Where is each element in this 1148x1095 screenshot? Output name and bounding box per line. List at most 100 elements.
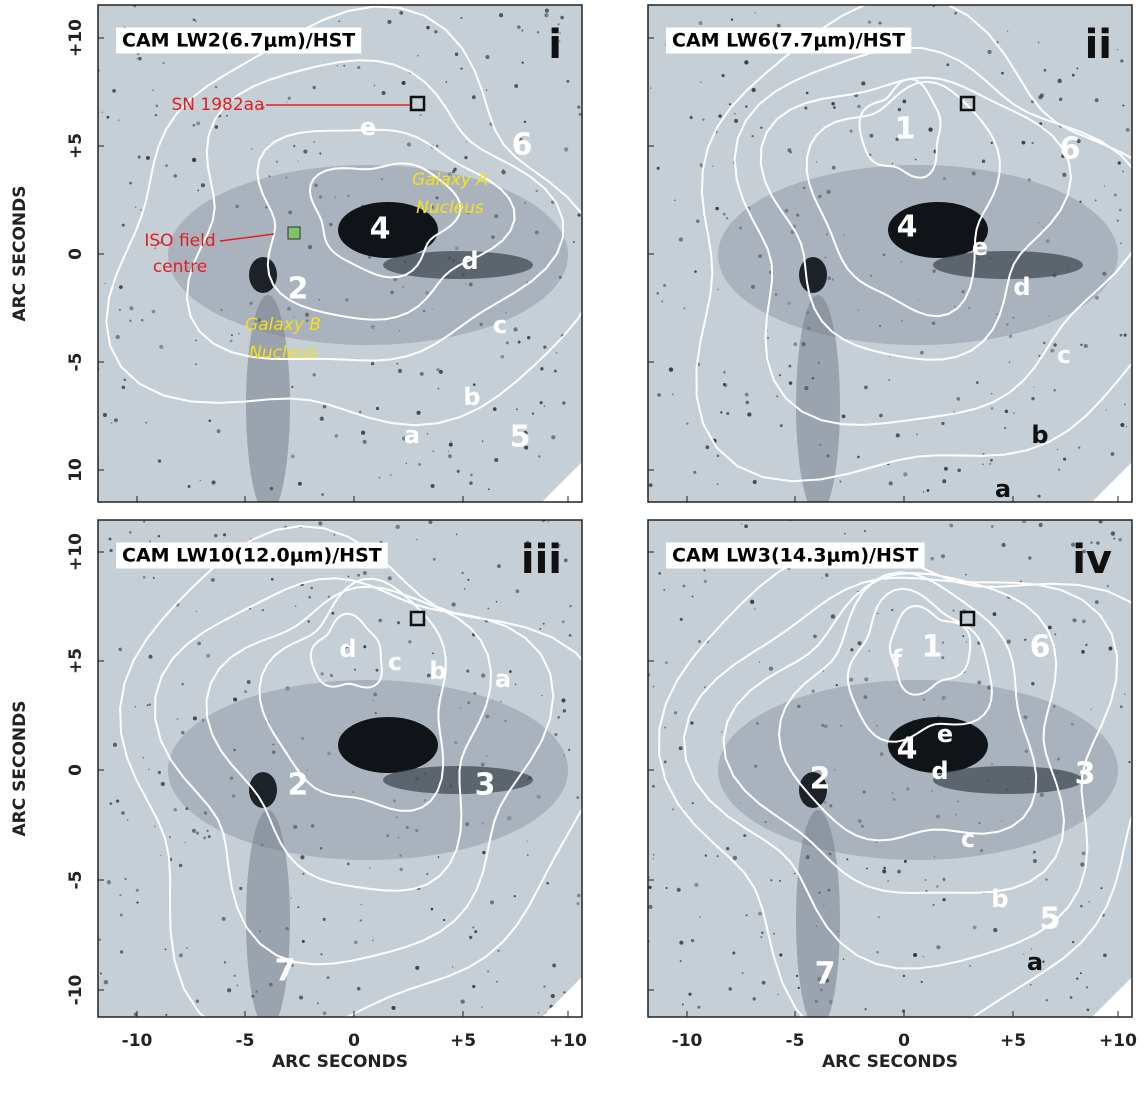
- star: [1028, 556, 1031, 559]
- star: [460, 17, 462, 19]
- star: [185, 842, 186, 843]
- star: [114, 418, 118, 422]
- star: [946, 63, 949, 66]
- star: [527, 840, 528, 841]
- region-label: b: [463, 383, 480, 411]
- star: [321, 672, 324, 675]
- region-label: 2: [810, 762, 831, 797]
- star: [524, 121, 526, 123]
- star: [993, 612, 997, 616]
- star: [192, 158, 196, 162]
- star: [165, 164, 168, 167]
- region-label: f: [892, 645, 903, 673]
- star: [493, 407, 497, 411]
- star: [522, 62, 524, 64]
- star: [162, 62, 164, 64]
- star: [752, 88, 756, 92]
- star: [399, 868, 402, 871]
- star: [666, 887, 668, 889]
- star: [1030, 984, 1032, 986]
- star: [839, 480, 841, 482]
- star: [1088, 901, 1090, 903]
- star: [557, 716, 560, 719]
- star: [868, 20, 871, 23]
- star: [864, 386, 868, 390]
- star: [165, 1014, 167, 1016]
- star: [149, 541, 151, 543]
- star: [683, 307, 685, 309]
- star: [1126, 128, 1130, 132]
- star: [179, 953, 183, 957]
- star: [143, 576, 146, 579]
- star: [1103, 953, 1107, 957]
- star: [913, 953, 917, 957]
- star: [1107, 585, 1109, 587]
- region-label: c: [493, 311, 507, 339]
- star: [464, 588, 465, 589]
- star: [1033, 851, 1036, 854]
- star: [679, 941, 683, 945]
- star: [119, 309, 121, 311]
- star: [291, 386, 293, 388]
- star: [357, 574, 360, 577]
- star: [317, 1002, 319, 1004]
- star: [663, 589, 665, 591]
- star: [658, 572, 661, 575]
- star: [129, 306, 133, 310]
- star: [789, 365, 792, 368]
- star: [103, 413, 107, 417]
- star: [882, 869, 886, 873]
- star: [732, 952, 735, 955]
- star: [300, 855, 304, 859]
- star: [956, 397, 960, 401]
- star: [1117, 219, 1119, 221]
- star: [137, 54, 138, 55]
- star: [850, 130, 853, 133]
- star: [758, 912, 762, 916]
- star: [490, 900, 494, 904]
- star: [295, 605, 297, 607]
- star: [798, 987, 800, 989]
- star: [674, 200, 675, 201]
- star: [538, 455, 540, 457]
- star: [755, 12, 756, 13]
- arm: [933, 766, 1083, 794]
- star: [535, 190, 537, 192]
- star: [723, 213, 726, 216]
- star: [943, 878, 946, 881]
- star: [789, 381, 793, 385]
- star: [1063, 458, 1066, 461]
- star: [160, 855, 161, 856]
- star: [541, 695, 543, 697]
- star: [927, 489, 930, 492]
- star: [99, 939, 101, 941]
- star: [129, 182, 132, 185]
- star: [192, 829, 196, 833]
- region-label: c: [388, 648, 402, 676]
- star: [1106, 409, 1107, 410]
- star: [426, 873, 428, 875]
- star: [896, 433, 900, 437]
- star: [779, 880, 781, 882]
- star: [957, 468, 961, 472]
- star: [143, 757, 145, 759]
- star: [850, 648, 853, 651]
- star: [135, 706, 137, 708]
- star: [697, 1006, 700, 1009]
- page: CAM LW2(6.7μm)/HSTie46d2cba5Galaxy ANucl…: [0, 0, 1148, 1095]
- x-tick-label: +5: [450, 1031, 476, 1051]
- region-label: d: [1013, 273, 1030, 301]
- star: [551, 435, 555, 439]
- star: [154, 826, 156, 828]
- star: [1078, 447, 1080, 449]
- tail: [796, 810, 840, 1030]
- region-label: d: [339, 635, 356, 663]
- star: [390, 474, 392, 476]
- region-label: d: [931, 757, 948, 785]
- star: [378, 477, 380, 479]
- star: [323, 918, 326, 921]
- star: [698, 640, 701, 643]
- star: [1117, 49, 1118, 50]
- star: [195, 339, 197, 341]
- star: [361, 431, 365, 435]
